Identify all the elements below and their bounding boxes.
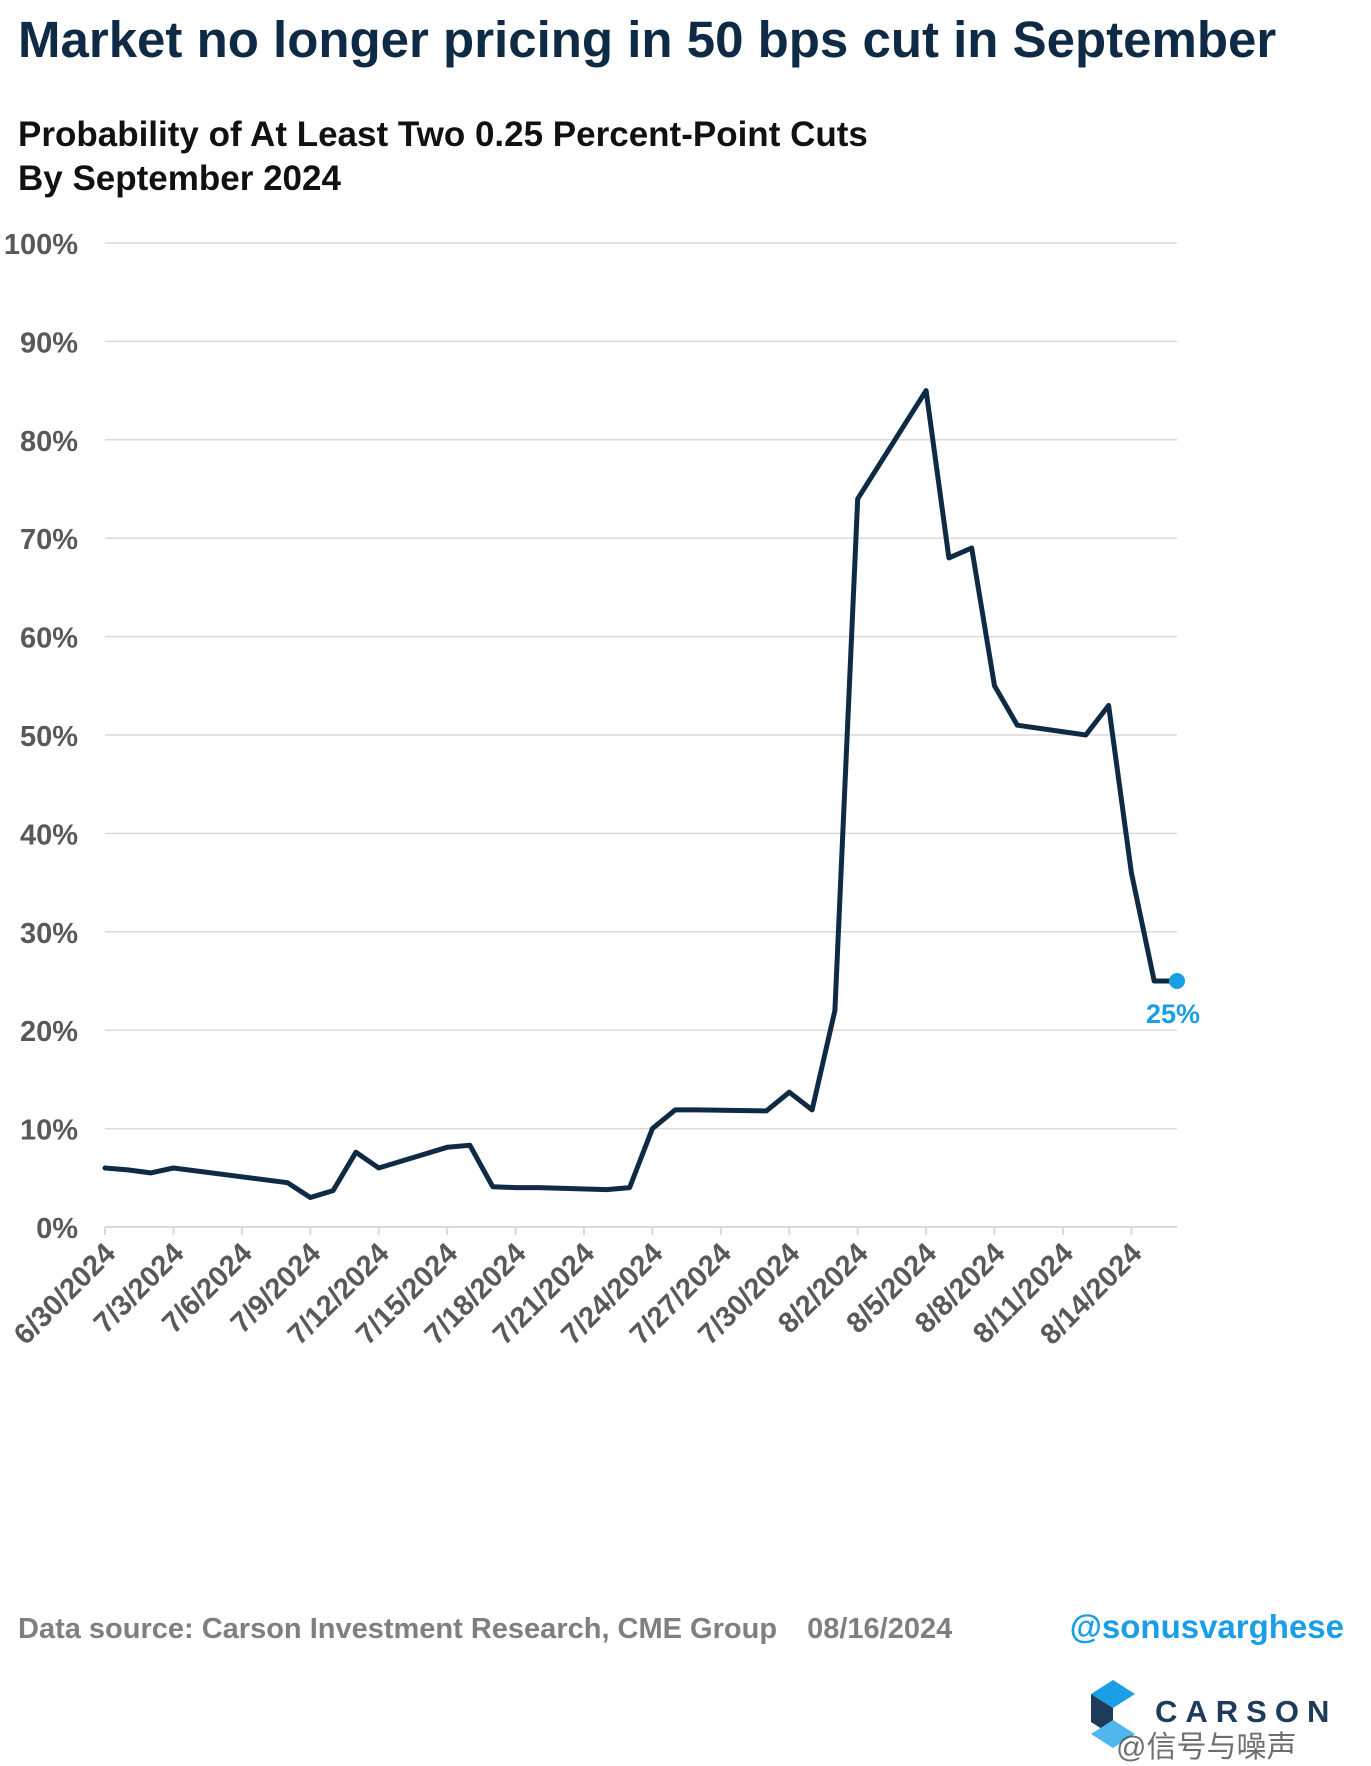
carson-logo: CARSON: [1085, 1680, 1345, 1760]
line-chart: 0% 10% 20% 30% 40% 50% 60% 70% 80% 90% 100% 6/30/2…: [4, 229, 1200, 1351]
y-tick-label: 0%: [36, 1213, 78, 1245]
grid-lines: [105, 242, 1177, 1130]
chart-title: Market no longer pricing in 50 bps cut i…: [18, 11, 1277, 68]
y-tick-label: 80%: [20, 426, 78, 458]
y-tick-label: 50%: [20, 721, 78, 753]
y-tick-label: 10%: [20, 1115, 78, 1147]
subtitle-line-2: By September 2024: [18, 159, 341, 198]
series-line: [102, 388, 1180, 1200]
chart-subtitle: Probability of At Least Two 0.25 Percent…: [18, 113, 868, 201]
y-tick-label: 40%: [20, 819, 78, 851]
y-axis-ticks: 0% 10% 20% 30% 40% 50% 60% 70% 80% 90% 100%: [4, 229, 78, 1245]
x-axis-ticks: 6/30/20247/3/20247/6/20247/9/20247/12/20…: [8, 1227, 1148, 1351]
watermark: @信号与噪声: [1116, 1731, 1297, 1764]
carson-logo-icon: [1091, 1680, 1135, 1748]
y-tick-label: 30%: [20, 918, 78, 950]
y-tick-label: 70%: [20, 524, 78, 556]
y-tick-label: 60%: [20, 623, 78, 655]
author-handle[interactable]: @sonusvarghese: [1069, 1608, 1344, 1645]
subtitle-line-1: Probability of At Least Two 0.25 Percent…: [18, 115, 868, 154]
y-tick-label: 100%: [4, 229, 78, 261]
y-tick-label: 90%: [20, 327, 78, 359]
data-source: Data source: Carson Investment Research,…: [18, 1613, 952, 1646]
last-value-marker: [1169, 973, 1185, 989]
source-date: 08/16/2024: [807, 1613, 953, 1645]
last-value-label: 25%: [1146, 999, 1200, 1029]
source-text: Data source: Carson Investment Research,…: [18, 1613, 778, 1645]
carson-logo-text: CARSON: [1155, 1694, 1338, 1729]
y-tick-label: 20%: [20, 1016, 78, 1048]
